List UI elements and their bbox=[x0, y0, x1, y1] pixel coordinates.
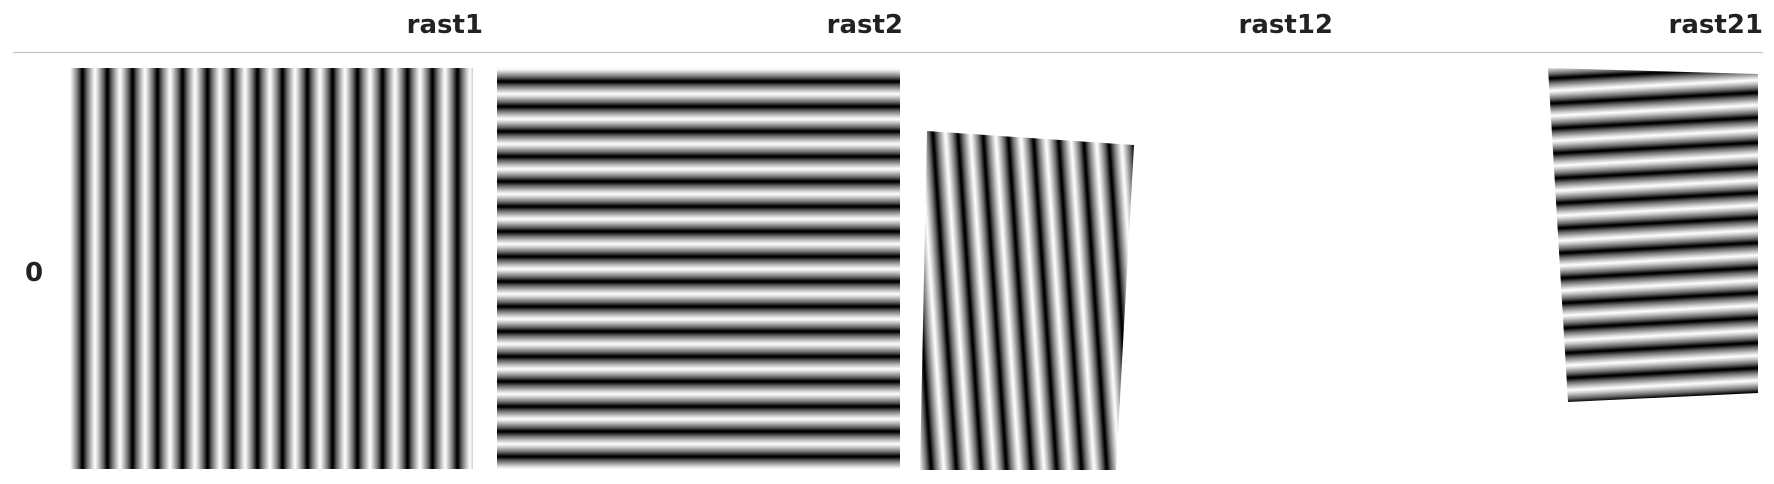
rast21-image bbox=[1548, 68, 1758, 402]
rast12-image bbox=[920, 131, 1134, 470]
column-header-rast1: rast1 bbox=[406, 10, 483, 40]
rast1-image bbox=[70, 68, 473, 469]
column-header-rast2: rast2 bbox=[826, 10, 903, 40]
table-header: rast1 rast2 rast12 rast21 bbox=[13, 0, 1763, 53]
column-header-rast21: rast21 bbox=[1668, 10, 1763, 40]
row-index-label: 0 bbox=[25, 258, 44, 288]
rast2-image bbox=[497, 68, 900, 469]
column-header-rast12: rast12 bbox=[1238, 10, 1333, 40]
